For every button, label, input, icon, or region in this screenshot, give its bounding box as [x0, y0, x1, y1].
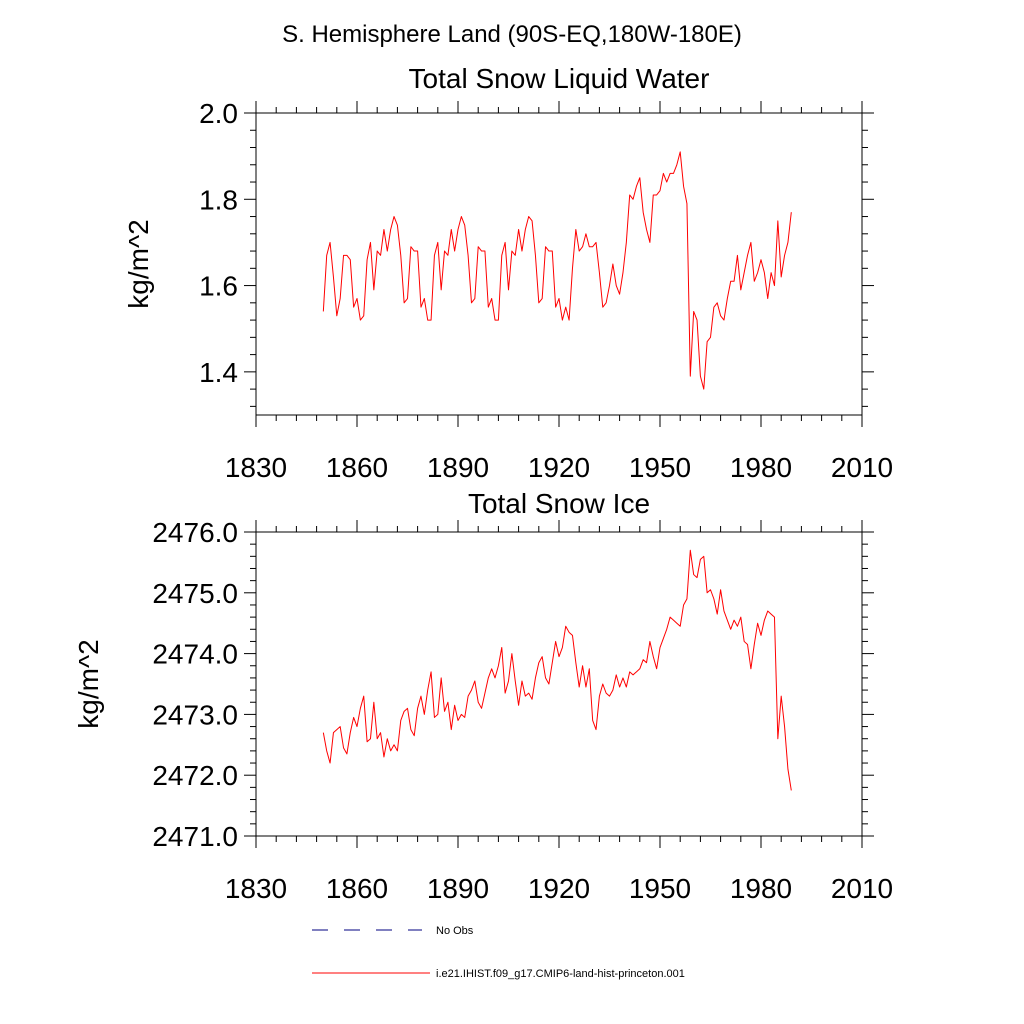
x-tick-label: 1860: [326, 873, 388, 904]
plot-frame: [255, 112, 863, 416]
x-tick-label: 1980: [730, 452, 792, 483]
y-tick-label: 1.4: [199, 357, 238, 388]
x-tick-label: 1830: [225, 452, 287, 483]
series-line: [322, 549, 792, 791]
x-tick-label: 1890: [427, 873, 489, 904]
x-tick-label: 1890: [427, 452, 489, 483]
x-tick-label: 1830: [225, 873, 287, 904]
panel-snow-liquid-water: Total Snow Liquid Water kg/m^2 1830 1860 189…: [123, 63, 893, 483]
y-axis-label: kg/m^2: [73, 639, 104, 728]
region-title: S. Hemisphere Land (90S-EQ,180W-180E): [282, 21, 742, 48]
chart-title: Total Snow Ice: [468, 488, 650, 519]
legend-label-no-obs: No Obs: [436, 925, 474, 937]
x-tick-label: 1860: [326, 452, 388, 483]
legend-entry-no-obs: No Obs: [312, 925, 474, 937]
y-tick-label: 2.0: [199, 98, 238, 129]
y-tick-label: 1.6: [199, 271, 238, 302]
x-tick-label: 1950: [629, 452, 691, 483]
x-tick-label: 1920: [528, 452, 590, 483]
legend-label-model-run: i.e21.IHIST.f09_g17.CMIP6-land-hist-prin…: [436, 968, 685, 980]
y-tick-label: 2472.0: [152, 760, 238, 791]
legend: No Obs i.e21.IHIST.f09_g17.CMIP6-land-hi…: [312, 925, 685, 980]
panel-snow-ice: Total Snow Ice kg/m^2 1830 1860 1890 1920 1950…: [73, 488, 893, 904]
y-tick-label: 2473.0: [152, 699, 238, 730]
y-tick-label: 1.8: [199, 184, 238, 215]
x-tick-label: 2010: [831, 873, 893, 904]
x-tick-label: 1980: [730, 873, 792, 904]
y-tick-label: 2475.0: [152, 578, 238, 609]
x-tick-label: 1920: [528, 873, 590, 904]
chart-title: Total Snow Liquid Water: [409, 63, 710, 94]
x-tick-label: 2010: [831, 452, 893, 483]
y-tick-label: 2476.0: [152, 517, 238, 548]
y-tick-label: 2474.0: [152, 639, 238, 670]
y-axis-label: kg/m^2: [123, 219, 154, 308]
series-line: [322, 151, 792, 390]
plot-frame: [255, 531, 863, 837]
y-tick-label: 2471.0: [152, 821, 238, 852]
legend-entry-model-run: i.e21.IHIST.f09_g17.CMIP6-land-hist-prin…: [312, 968, 685, 980]
x-tick-label: 1950: [629, 873, 691, 904]
